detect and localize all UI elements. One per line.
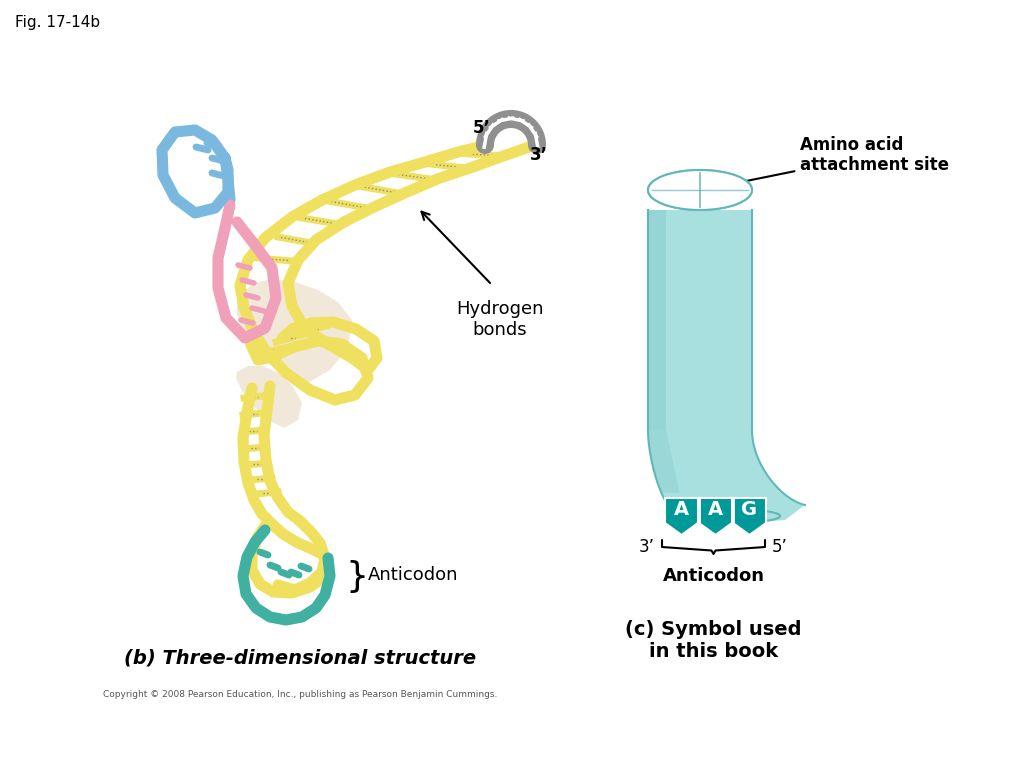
Text: A: A [708,500,723,519]
Bar [648,210,752,430]
Ellipse shape [648,170,752,210]
Text: }: } [345,560,368,594]
Polygon shape [648,430,805,522]
Text: 3’: 3’ [639,538,655,556]
Text: (b) Three-dimensional structure: (b) Three-dimensional structure [124,648,476,667]
Text: 5’: 5’ [473,119,490,137]
Text: G: G [741,500,758,519]
Text: Amino acid
attachment site: Amino acid attachment site [697,136,949,194]
Text: (c) Symbol used
in this book: (c) Symbol used in this book [626,620,802,661]
Polygon shape [665,498,698,535]
Bar [648,210,667,430]
Text: 5’: 5’ [772,538,787,556]
Text: A: A [674,500,689,519]
Text: Fig. 17-14b: Fig. 17-14b [15,15,100,30]
Polygon shape [733,498,766,535]
Text: Hydrogen
bonds: Hydrogen bonds [457,300,544,339]
Polygon shape [236,366,302,428]
Text: 3’: 3’ [530,146,548,164]
Polygon shape [699,498,732,535]
Text: Anticodon: Anticodon [368,566,459,584]
Text: Anticodon: Anticodon [663,567,765,585]
Polygon shape [237,279,352,383]
Text: Copyright © 2008 Pearson Education, Inc., publishing as Pearson Benjamin Cumming: Copyright © 2008 Pearson Education, Inc.… [102,690,498,699]
Polygon shape [648,430,680,493]
Ellipse shape [710,510,780,522]
